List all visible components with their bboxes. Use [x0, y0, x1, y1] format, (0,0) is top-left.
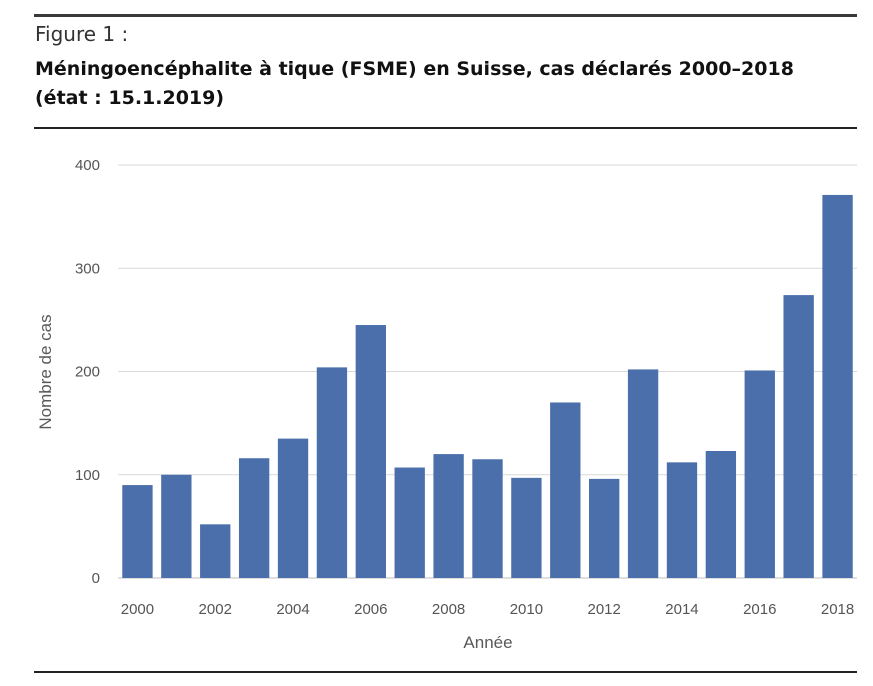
x-tick-label-2018: 2018	[821, 601, 854, 618]
x-tick-labels: 2000 2002 2004 2006 2008 2010 2012 2014 2016 2018	[121, 601, 854, 618]
x-tick-label-2012: 2012	[587, 601, 620, 618]
y-tick-label: 0	[92, 570, 100, 587]
figure-label: Figure 1 :	[35, 22, 129, 46]
y-tick-labels: 0 100 200 300 400	[75, 157, 100, 587]
figure-title-line-2: (état : 15.1.2019)	[35, 87, 225, 109]
x-tick-label-2014: 2014	[665, 601, 698, 618]
y-tick-label: 400	[75, 157, 100, 174]
top-rule	[34, 14, 857, 17]
x-tick-label-2002: 2002	[199, 601, 232, 618]
bottom-rule	[34, 671, 857, 673]
bar-2007	[394, 467, 425, 578]
title-rule	[34, 127, 857, 129]
y-axis-title: Nombre de cas	[36, 314, 55, 429]
figure-title: Méningoencéphalite à tique (FSME) en Sui…	[35, 55, 855, 113]
y-tick-label: 300	[75, 260, 100, 277]
bar-2013	[627, 369, 659, 578]
x-tick-label-2006: 2006	[354, 601, 387, 618]
bar-2010	[511, 477, 542, 578]
x-tick-label-2016: 2016	[743, 601, 776, 618]
x-tick-label-2004: 2004	[276, 601, 309, 618]
bar-2012	[589, 478, 620, 578]
bar-2000	[122, 485, 153, 578]
figure-title-line-1: Méningoencéphalite à tique (FSME) en Sui…	[35, 58, 794, 80]
y-tick-label: 100	[75, 467, 100, 484]
x-tick-label-2010: 2010	[510, 601, 543, 618]
bar-2017	[783, 295, 814, 578]
bar-2008	[433, 454, 464, 578]
bar-2005	[316, 367, 348, 578]
bar-2002	[200, 524, 231, 578]
x-tick-label-2008: 2008	[432, 601, 465, 618]
bar-2006	[355, 325, 386, 578]
bar-2001	[161, 474, 192, 578]
bar-2014	[666, 462, 698, 578]
y-tick-label: 200	[75, 364, 100, 381]
bar-2016	[744, 370, 775, 578]
bar-2011	[550, 402, 581, 578]
bar-2015	[705, 451, 737, 578]
x-axis-title: Année	[463, 633, 512, 652]
bar-2004	[277, 438, 309, 578]
x-tick-label-2000: 2000	[121, 601, 154, 618]
bar-2018	[822, 194, 853, 578]
bar-2009	[472, 459, 503, 578]
bar-2003	[238, 458, 270, 578]
bars	[122, 194, 853, 578]
